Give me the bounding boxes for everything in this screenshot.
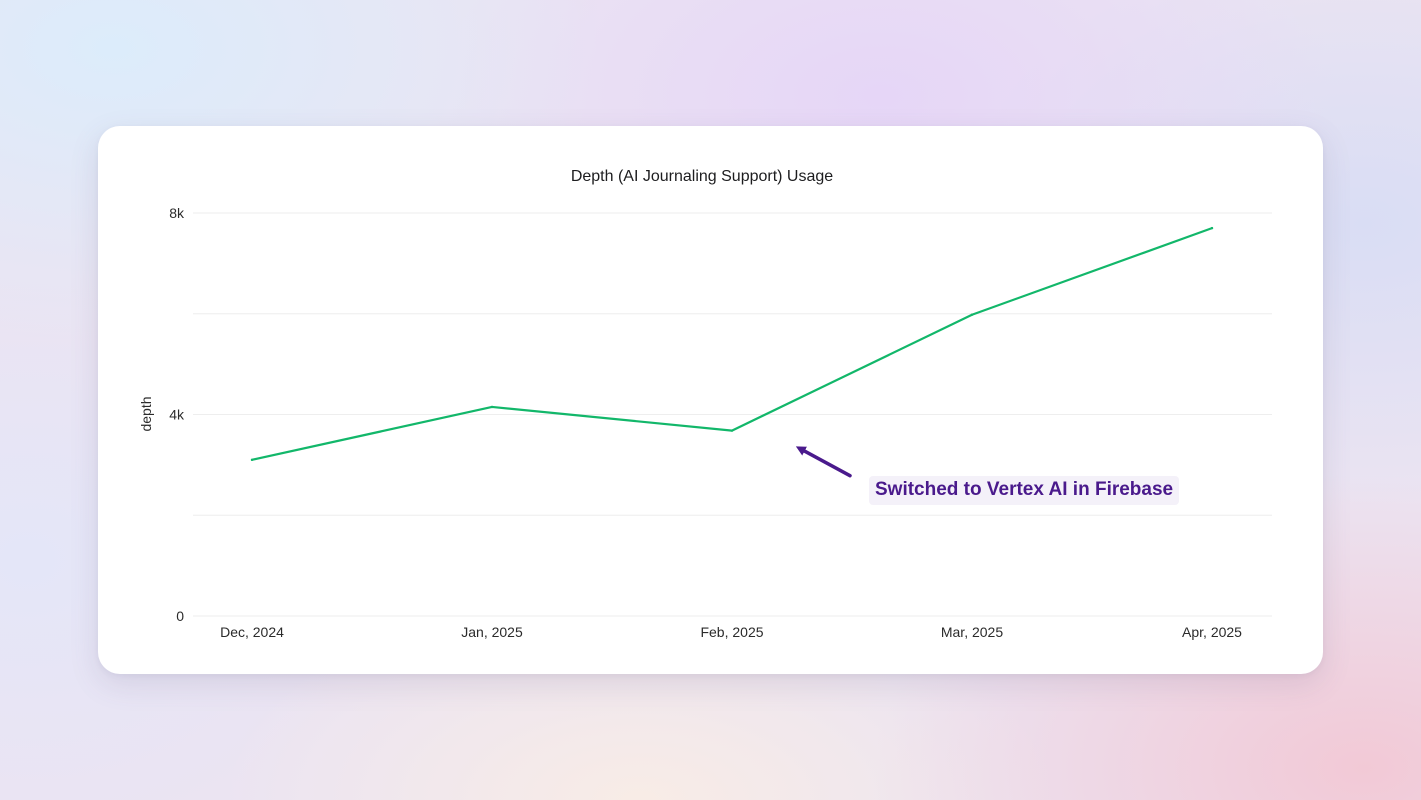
chart-title: Depth (AI Journaling Support) Usage: [571, 168, 833, 185]
y-tick-label: 4k: [169, 407, 185, 423]
chart-card: 0 4k 8k Dec, 2024 Jan, 2025 Feb, 2025 Mar, 20…: [98, 126, 1323, 674]
annotation-arrow: [795, 446, 852, 478]
y-axis-label: depth: [138, 396, 154, 431]
x-tick-label: Mar, 2025: [941, 624, 1003, 640]
annotation-label: Switched to Vertex AI in Firebase: [869, 476, 1180, 505]
data-point: [1210, 226, 1214, 230]
data-point: [490, 405, 494, 409]
data-point: [970, 313, 974, 316]
series-line: [250, 227, 1214, 461]
data-point: [250, 458, 254, 462]
x-tick-label: Dec, 2024: [220, 624, 284, 640]
x-tick-label: Apr, 2025: [1182, 624, 1242, 640]
line-chart: 0 4k 8k Dec, 2024 Jan, 2025 Feb, 2025 Mar, 20…: [138, 168, 1272, 640]
y-tick-label: 0: [176, 608, 184, 624]
data-point: [730, 429, 734, 432]
y-tick-label: 8k: [169, 205, 185, 221]
x-tick-label: Feb, 2025: [700, 624, 763, 640]
x-tick-label: Jan, 2025: [461, 624, 523, 640]
